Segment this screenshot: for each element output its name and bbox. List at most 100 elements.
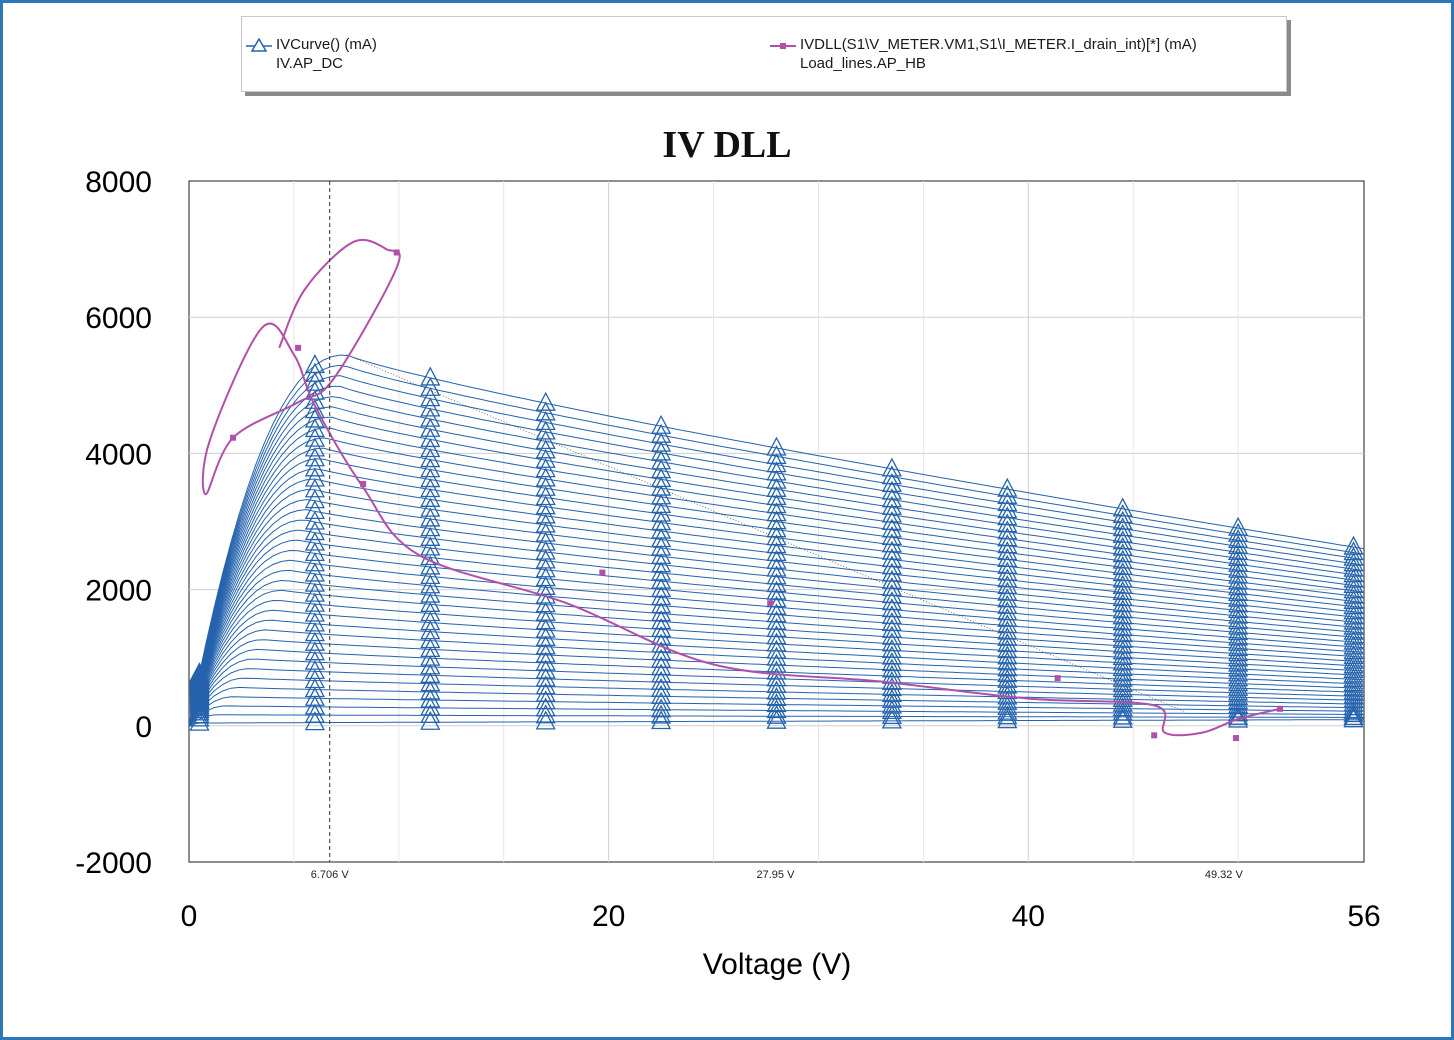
iv-curve-marker bbox=[997, 492, 1018, 512]
iv-curve-marker bbox=[535, 476, 556, 496]
legend-item-load-line[interactable]: IVDLL(S1\V_METER.VM1,S1\I_METER.I_drain_… bbox=[770, 35, 1197, 54]
vertical-marker-label: 27.95 V bbox=[756, 869, 795, 881]
iv-curve-marker bbox=[1112, 599, 1133, 619]
iv-curve-marker bbox=[420, 507, 441, 527]
iv-curve-marker bbox=[304, 354, 325, 374]
iv-curve-marker bbox=[1112, 678, 1133, 698]
iv-curve-marker bbox=[766, 667, 787, 687]
iv-curve-marker bbox=[535, 697, 556, 717]
iv-curve-marker bbox=[304, 552, 325, 572]
iv-curve-line bbox=[188, 427, 1365, 726]
vertical-marker-label: 49.32 V bbox=[1205, 869, 1244, 881]
iv-curve-marker bbox=[1112, 708, 1133, 728]
iv-curve-marker bbox=[1343, 640, 1364, 660]
load-line-marker bbox=[767, 600, 774, 607]
iv-curve-marker bbox=[997, 695, 1018, 715]
load-line-marker bbox=[360, 481, 367, 488]
iv-curve-marker bbox=[304, 612, 325, 632]
iv-curve-marker bbox=[766, 653, 787, 673]
iv-curve-marker bbox=[535, 504, 556, 524]
iv-curve-marker bbox=[1112, 510, 1133, 530]
iv-curve-marker bbox=[881, 705, 902, 725]
iv-curve-marker bbox=[881, 605, 902, 625]
legend-item-iv-curve[interactable]: IVCurve() (mA) bbox=[246, 35, 377, 54]
iv-curve-marker bbox=[1112, 662, 1133, 682]
legend-load-source: Load_lines.AP_HB bbox=[800, 55, 926, 72]
iv-curve-marker bbox=[1228, 631, 1249, 651]
iv-curve-marker bbox=[651, 656, 672, 676]
legend-iv-source: IV.AP_DC bbox=[276, 55, 343, 72]
iv-curve-marker bbox=[1112, 645, 1133, 665]
iv-curve-marker bbox=[1112, 504, 1133, 524]
iv-curve-line bbox=[188, 478, 1365, 726]
iv-curve-marker bbox=[997, 513, 1018, 533]
iv-curve-marker bbox=[420, 487, 441, 507]
iv-curve-marker bbox=[1112, 651, 1133, 671]
iv-curve-marker bbox=[304, 711, 325, 731]
iv-curve-marker bbox=[304, 572, 325, 592]
iv-curve-marker bbox=[766, 580, 787, 600]
iv-curve-marker bbox=[1112, 497, 1133, 517]
x-tick-label: 0 bbox=[181, 900, 198, 933]
iv-curve-line bbox=[188, 385, 1365, 726]
iv-curve-marker bbox=[766, 549, 787, 569]
iv-curve-marker bbox=[651, 691, 672, 711]
iv-curve-marker bbox=[420, 546, 441, 566]
iv-curve-marker bbox=[1343, 541, 1364, 561]
iv-curve-marker bbox=[1228, 534, 1249, 554]
iv-curve-marker bbox=[1228, 581, 1249, 602]
iv-curve-marker bbox=[420, 428, 441, 448]
iv-curve-marker bbox=[881, 658, 902, 678]
iv-curve-marker bbox=[420, 397, 441, 417]
iv-curve-marker bbox=[1343, 605, 1364, 625]
iv-curve-marker bbox=[535, 439, 556, 459]
iv-curve-marker bbox=[881, 510, 902, 531]
iv-curve-marker bbox=[1228, 647, 1249, 667]
iv-curve-marker bbox=[1112, 517, 1133, 537]
iv-curve-marker bbox=[766, 693, 787, 713]
iv-curve-line bbox=[188, 468, 1365, 726]
iv-curve-marker bbox=[420, 438, 441, 458]
iv-curve-marker bbox=[420, 526, 441, 546]
iv-curve-marker bbox=[1112, 536, 1133, 556]
iv-curve-marker bbox=[304, 427, 325, 447]
iv-curve-marker bbox=[304, 650, 325, 670]
iv-curve-marker bbox=[997, 657, 1018, 677]
iv-curve-marker bbox=[1343, 546, 1364, 566]
iv-curve-marker bbox=[997, 668, 1018, 688]
iv-curve-marker bbox=[766, 704, 787, 724]
iv-curve-marker bbox=[766, 660, 787, 680]
iv-curve-marker bbox=[997, 607, 1018, 627]
iv-curve-marker bbox=[1112, 640, 1133, 660]
y-tick-label: 2000 bbox=[85, 575, 152, 608]
iv-curve-marker bbox=[997, 588, 1018, 608]
iv-curve-marker bbox=[766, 603, 787, 623]
iv-curve-marker bbox=[304, 562, 325, 582]
iv-curve-marker bbox=[1343, 610, 1364, 630]
iv-curve-marker bbox=[420, 574, 441, 594]
iv-curve-marker bbox=[1228, 626, 1249, 646]
iv-curve-marker bbox=[881, 548, 902, 568]
iv-curve-marker bbox=[766, 639, 787, 659]
iv-curve-marker bbox=[304, 408, 325, 428]
iv-curve-marker bbox=[997, 561, 1018, 581]
iv-curve-marker bbox=[1343, 579, 1364, 599]
iv-curve-marker bbox=[535, 495, 556, 515]
iv-curve-marker bbox=[1112, 656, 1133, 677]
iv-curve-marker bbox=[420, 565, 441, 585]
iv-curve-marker bbox=[997, 680, 1018, 700]
iv-curve-marker bbox=[1112, 549, 1133, 569]
iv-curve-marker bbox=[881, 472, 902, 493]
iv-curve-line bbox=[188, 458, 1365, 726]
iv-curve-marker bbox=[997, 700, 1018, 720]
iv-curve-marker bbox=[1343, 552, 1364, 572]
iv-curve-marker bbox=[881, 639, 902, 659]
iv-curve-marker bbox=[535, 391, 556, 411]
iv-curve-marker bbox=[1228, 528, 1249, 548]
iv-curve-marker bbox=[420, 448, 441, 468]
iv-curve-marker bbox=[420, 602, 441, 622]
iv-curve-marker bbox=[997, 626, 1018, 646]
iv-curve-marker bbox=[304, 399, 325, 419]
iv-curve-marker bbox=[766, 610, 787, 630]
